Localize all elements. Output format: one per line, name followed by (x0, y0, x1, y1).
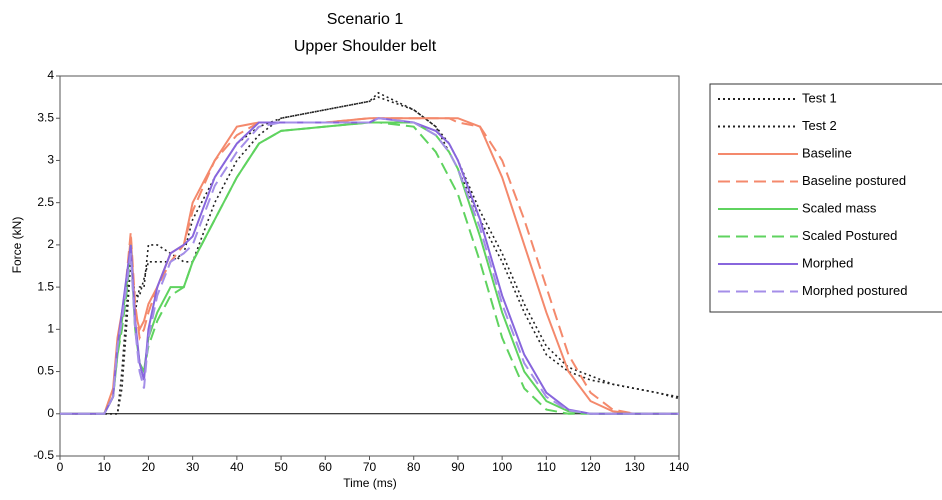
x-tick-label: 60 (319, 460, 333, 474)
plot-frame (59, 75, 680, 457)
legend-label: Morphed postured (802, 283, 908, 298)
legend-label: Baseline (802, 145, 852, 160)
series-line (60, 117, 679, 415)
x-tick-label: 20 (142, 460, 156, 474)
y-tick-label: 3.5 (37, 110, 54, 124)
x-axis-label: Time (ms) (343, 476, 397, 490)
x-tick-label: 0 (57, 460, 64, 474)
y-tick-label: 3 (47, 153, 54, 167)
chart-title: Scenario 1 (327, 11, 404, 28)
legend-label: Test 1 (802, 90, 837, 105)
series-line (60, 91, 680, 415)
y-axis-label: Force (kN) (10, 217, 24, 274)
y-tick-label: 2.5 (37, 195, 54, 209)
x-tick-label: 140 (669, 460, 689, 474)
x-tick-label: 100 (492, 460, 512, 474)
legend-label: Morphed (802, 255, 853, 270)
y-tick-label: 4 (47, 68, 54, 82)
series-line (60, 117, 679, 415)
x-tick-label: 10 (98, 460, 112, 474)
y-tick-label: -0.5 (33, 448, 54, 462)
legend-label: Scaled mass (802, 200, 877, 215)
legend-label: Scaled Postured (802, 228, 897, 243)
series-line (60, 117, 679, 415)
y-tick-label: 0.5 (37, 364, 54, 378)
y-tick-label: 1 (47, 322, 54, 336)
legend-label: Test 2 (802, 118, 837, 133)
legend-label: Baseline postured (802, 173, 906, 188)
legend-box (709, 83, 942, 313)
series-line (60, 96, 680, 415)
x-tick-label: 80 (407, 460, 421, 474)
series-line (60, 121, 679, 415)
series-line (60, 121, 679, 415)
x-tick-label: 120 (581, 460, 601, 474)
x-tick-label: 30 (186, 460, 200, 474)
series-line (60, 117, 679, 415)
x-tick-label: 90 (451, 460, 465, 474)
x-tick-label: 70 (363, 460, 377, 474)
y-tick-label: 0 (47, 406, 54, 420)
x-tick-label: 40 (230, 460, 244, 474)
x-tick-label: 130 (625, 460, 645, 474)
x-tick-label: 50 (274, 460, 288, 474)
y-tick-label: 1.5 (37, 279, 54, 293)
x-tick-label: 110 (537, 460, 556, 474)
chart-subtitle: Upper Shoulder belt (294, 38, 437, 55)
y-tick-label: 2 (47, 237, 54, 251)
